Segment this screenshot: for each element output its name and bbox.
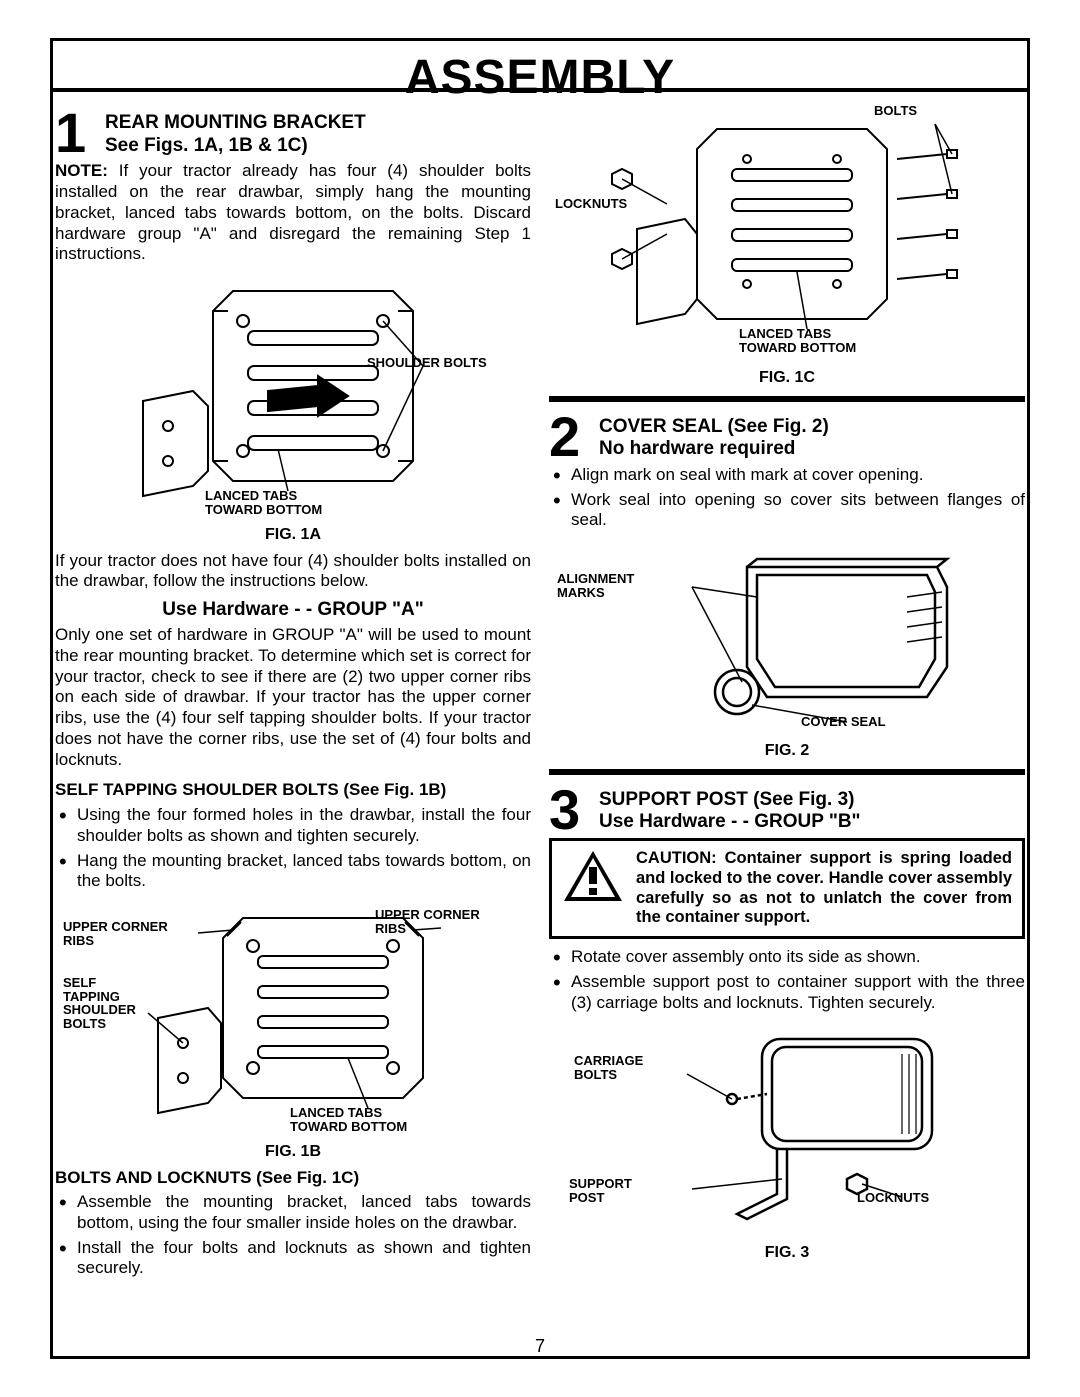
step2-header: 2 COVER SEAL (See Fig. 2) No hardware re… xyxy=(549,412,1025,462)
fig-1a: SHOULDER BOLTS LANCED TABS TOWARD BOTTOM xyxy=(55,271,531,521)
fig1c-label-locknuts: LOCKNUTS xyxy=(555,197,627,211)
step1-usehw: Use Hardware - - GROUP "A" xyxy=(55,598,531,621)
fig1a-label-shoulder: SHOULDER BOLTS xyxy=(367,356,487,370)
fig-1c-svg xyxy=(577,104,997,364)
list-item: Using the four formed holes in the drawb… xyxy=(55,805,531,846)
fig3-label-support: SUPPORT POST xyxy=(569,1177,649,1204)
fig1c-label-lanced: LANCED TABS TOWARD BOTTOM xyxy=(739,327,879,354)
list-item: Work seal into opening so cover sits bet… xyxy=(549,490,1025,531)
warning-icon xyxy=(562,849,624,903)
fig1a-caption: FIG. 1A xyxy=(55,525,531,545)
step1-header: 1 REAR MOUNTING BRACKET See Figs. 1A, 1B… xyxy=(55,108,531,158)
step1-after1a: If your tractor does not have four (4) s… xyxy=(55,551,531,592)
fig1c-label-bolts: BOLTS xyxy=(874,104,917,118)
step3-header: 3 SUPPORT POST (See Fig. 3) Use Hardware… xyxy=(549,785,1025,835)
step3-list: Rotate cover assembly onto its side as s… xyxy=(549,947,1025,1013)
fig2-caption: FIG. 2 xyxy=(549,741,1025,761)
fig1b-label-selftap: SELF TAPPING SHOULDER BOLTS xyxy=(63,976,148,1031)
title-rule xyxy=(53,88,1027,92)
left-column: 1 REAR MOUNTING BRACKET See Figs. 1A, 1B… xyxy=(55,108,531,1356)
divider-rule-2 xyxy=(549,769,1025,775)
fig2-label-seal: COVER SEAL xyxy=(801,715,886,729)
step1-boltslock-list: Assemble the mounting bracket, lanced ta… xyxy=(55,1192,531,1279)
list-item: Assemble support post to container suppo… xyxy=(549,972,1025,1013)
step1-groupa-para: Only one set of hardware in GROUP "A" wi… xyxy=(55,625,531,770)
fig1a-label-lanced: LANCED TABS TOWARD BOTTOM xyxy=(205,489,335,516)
list-item: Hang the mounting bracket, lanced tabs t… xyxy=(55,851,531,892)
fig1b-caption: FIG. 1B xyxy=(55,1142,531,1162)
step1-note: NOTE: If your tractor already has four (… xyxy=(55,161,531,265)
fig3-label-locknuts: LOCKNUTS xyxy=(857,1191,929,1205)
step3-number: 3 xyxy=(549,785,589,835)
fig-1c: BOLTS LOCKNUTS LANCED TABS TOWARD BOTTOM xyxy=(549,104,1025,364)
step2-list: Align mark on seal with mark at cover op… xyxy=(549,465,1025,531)
right-column: BOLTS LOCKNUTS LANCED TABS TOWARD BOTTOM… xyxy=(549,108,1025,1356)
list-item: Align mark on seal with mark at cover op… xyxy=(549,465,1025,486)
caution-box: CAUTION: Container support is spring loa… xyxy=(549,838,1025,939)
fig-1a-svg xyxy=(113,271,473,521)
fig-3: CARRIAGE BOLTS SUPPORT POST LOCKNUTS xyxy=(549,1019,1025,1239)
fig1b-label-ucrl: UPPER CORNER RIBS xyxy=(63,920,173,947)
fig-2: ALIGNMENT MARKS COVER SEAL xyxy=(549,537,1025,737)
step3-title: SUPPORT POST (See Fig. 3) Use Hardware -… xyxy=(599,785,861,835)
fig-3-svg xyxy=(587,1019,987,1239)
page-title-wrapper: ASSEMBLY xyxy=(0,50,1080,105)
caution-text: CAUTION: Container support is spring loa… xyxy=(636,849,1012,928)
step2-number: 2 xyxy=(549,412,589,462)
fig-1b: UPPER CORNER RIBS UPPER CORNER RIBS SELF… xyxy=(55,898,531,1138)
step2-title: COVER SEAL (See Fig. 2) No hardware requ… xyxy=(599,412,829,462)
step1-boltslock-head: BOLTS AND LOCKNUTS (See Fig. 1C) xyxy=(55,1168,531,1189)
page-number: 7 xyxy=(0,1336,1080,1357)
step1-selftap-list: Using the four formed holes in the drawb… xyxy=(55,805,531,892)
list-item: Install the four bolts and locknuts as s… xyxy=(55,1238,531,1279)
content-columns: 1 REAR MOUNTING BRACKET See Figs. 1A, 1B… xyxy=(55,108,1025,1356)
fig-2-svg xyxy=(597,537,977,737)
step1-number: 1 xyxy=(55,108,95,158)
page-title: ASSEMBLY xyxy=(395,51,685,104)
fig3-caption: FIG. 3 xyxy=(549,1243,1025,1263)
step1-selftap-head: SELF TAPPING SHOULDER BOLTS (See Fig. 1B… xyxy=(55,780,531,801)
fig1c-caption: FIG. 1C xyxy=(549,368,1025,388)
fig1b-label-ucrr: UPPER CORNER RIBS xyxy=(375,908,485,935)
list-item: Assemble the mounting bracket, lanced ta… xyxy=(55,1192,531,1233)
fig1b-label-lanced: LANCED TABS TOWARD BOTTOM xyxy=(290,1106,430,1133)
list-item: Rotate cover assembly onto its side as s… xyxy=(549,947,1025,968)
fig2-label-align: ALIGNMENT MARKS xyxy=(557,572,647,599)
step1-title: REAR MOUNTING BRACKET See Figs. 1A, 1B &… xyxy=(105,108,366,158)
divider-rule-1 xyxy=(549,396,1025,402)
fig3-label-carriage: CARRIAGE BOLTS xyxy=(574,1054,654,1081)
